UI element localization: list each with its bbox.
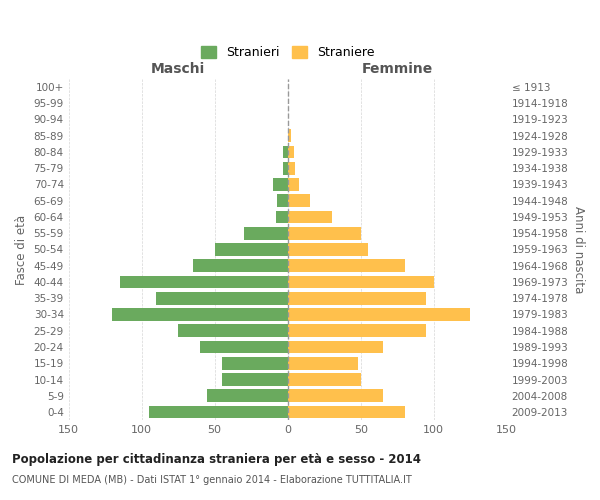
Bar [156, 292, 287, 304]
Bar [287, 276, 434, 288]
Bar [287, 292, 427, 304]
Bar [215, 243, 287, 256]
Bar [287, 340, 383, 353]
Bar [178, 324, 287, 337]
Bar [112, 308, 287, 321]
Y-axis label: Anni di nascita: Anni di nascita [572, 206, 585, 293]
Bar [276, 210, 287, 224]
Bar [222, 357, 287, 370]
Bar [287, 194, 310, 207]
Bar [120, 276, 287, 288]
Bar [287, 406, 404, 418]
Bar [200, 340, 287, 353]
Text: Femmine: Femmine [362, 62, 433, 76]
Bar [244, 227, 287, 239]
Bar [273, 178, 287, 191]
Bar [287, 324, 427, 337]
Bar [287, 308, 470, 321]
Bar [149, 406, 287, 418]
Bar [283, 146, 287, 158]
Bar [287, 390, 383, 402]
Text: COMUNE DI MEDA (MB) - Dati ISTAT 1° gennaio 2014 - Elaborazione TUTTITALIA.IT: COMUNE DI MEDA (MB) - Dati ISTAT 1° genn… [12, 475, 412, 485]
Bar [287, 373, 361, 386]
Text: Maschi: Maschi [151, 62, 205, 76]
Bar [287, 243, 368, 256]
Y-axis label: Fasce di età: Fasce di età [15, 214, 28, 284]
Bar [208, 390, 287, 402]
Bar [287, 178, 299, 191]
Bar [287, 146, 293, 158]
Bar [287, 130, 290, 142]
Bar [222, 373, 287, 386]
Legend: Stranieri, Straniere: Stranieri, Straniere [196, 40, 379, 64]
Bar [287, 162, 295, 174]
Bar [287, 210, 331, 224]
Bar [277, 194, 287, 207]
Bar [283, 162, 287, 174]
Bar [287, 357, 358, 370]
Text: Popolazione per cittadinanza straniera per età e sesso - 2014: Popolazione per cittadinanza straniera p… [12, 452, 421, 466]
Bar [193, 260, 287, 272]
Bar [287, 227, 361, 239]
Bar [287, 260, 404, 272]
